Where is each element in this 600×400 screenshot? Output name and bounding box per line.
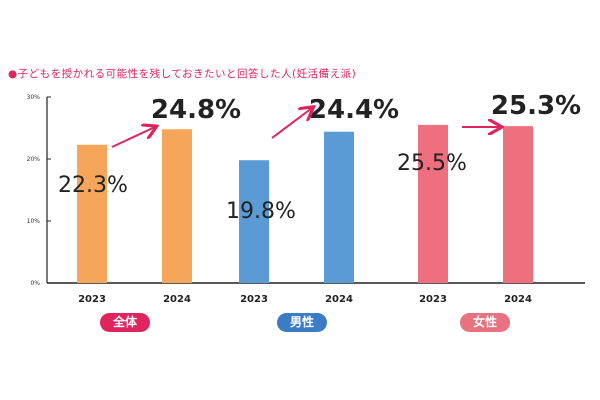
trend-arrow bbox=[111, 127, 155, 148]
chart-title: ●子どもを授かれる可能性を残しておきたいと回答した人(妊活備え派) bbox=[8, 68, 357, 80]
y-tick-label: 30% bbox=[27, 94, 41, 101]
bar-1-0 bbox=[239, 160, 269, 283]
y-tick-label: 0% bbox=[30, 280, 40, 287]
y-tick-label: 10% bbox=[27, 218, 41, 225]
data-label: 25.3% bbox=[491, 91, 581, 121]
bar-1-1 bbox=[324, 131, 354, 283]
x-tick-label: 2024 bbox=[325, 294, 353, 305]
x-tick-label: 2024 bbox=[504, 294, 532, 305]
bar-2-0 bbox=[418, 124, 448, 284]
bar-0-0 bbox=[77, 144, 107, 283]
data-label: 25.5% bbox=[397, 151, 467, 176]
x-tick-label: 2023 bbox=[419, 294, 447, 305]
data-label: 24.4% bbox=[309, 95, 399, 125]
trend-arrow bbox=[271, 108, 312, 139]
group-label-all: 全体 bbox=[100, 313, 150, 332]
group-label-female: 女性 bbox=[460, 313, 510, 332]
x-tick-label: 2024 bbox=[163, 294, 191, 305]
y-tick-label: 20% bbox=[27, 156, 41, 163]
group-label-male: 男性 bbox=[277, 313, 327, 332]
bar-0-1 bbox=[162, 129, 192, 283]
data-label: 22.3% bbox=[58, 173, 128, 198]
bar-2-1 bbox=[503, 126, 533, 283]
x-tick-label: 2023 bbox=[78, 294, 106, 305]
x-tick-label: 2023 bbox=[240, 294, 268, 305]
data-label: 19.8% bbox=[226, 199, 296, 224]
data-label: 24.8% bbox=[151, 95, 241, 125]
